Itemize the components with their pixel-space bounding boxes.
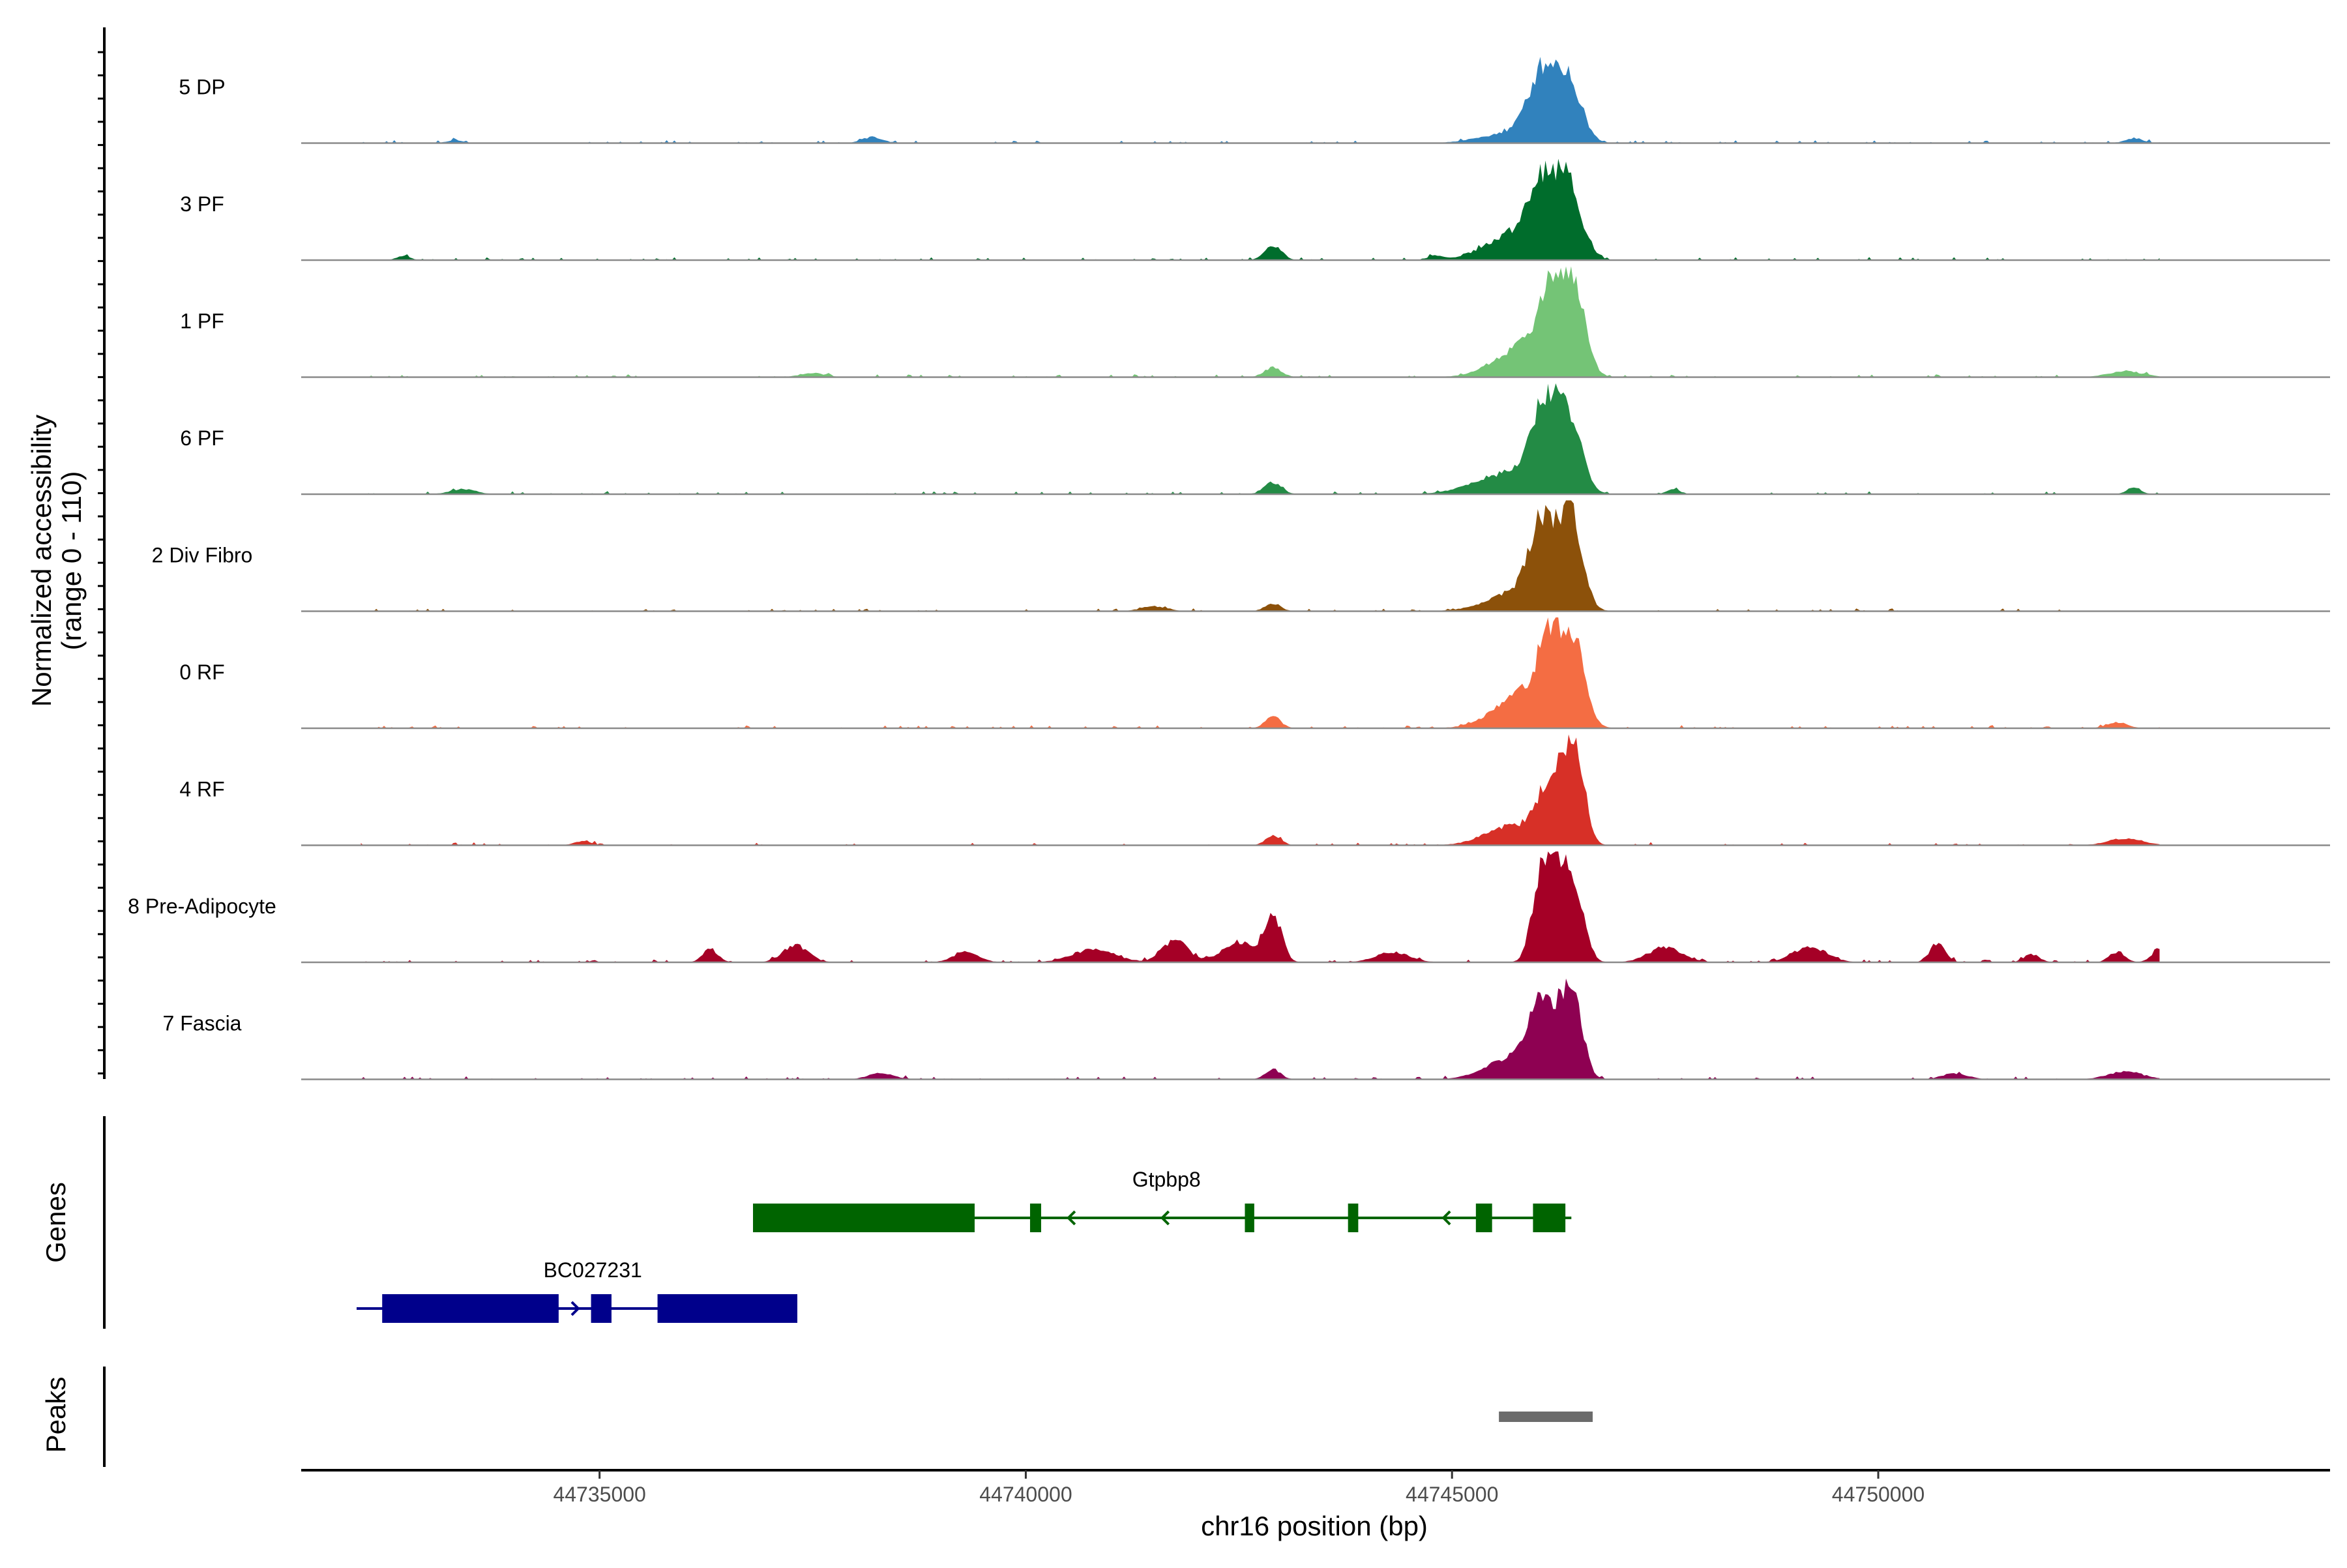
x-tick-label: 44740000 — [979, 1483, 1072, 1506]
track-label: 2 Div Fibro — [152, 544, 253, 567]
genes-axis-title: Genes — [40, 1182, 71, 1263]
gene-exon — [1533, 1204, 1566, 1232]
track-label: 7 Fascia — [163, 1012, 242, 1035]
gene-label: BC027231 — [544, 1258, 642, 1282]
gene-exon — [1245, 1204, 1254, 1232]
coverage-track: 5 DP — [179, 57, 2330, 144]
coverage-track: 6 PF — [180, 383, 2330, 496]
axes: Normalized accessibility (range 0 - 110)… — [26, 27, 2330, 1541]
peak-region-bar — [1499, 1412, 1593, 1422]
strand-arrow-icon — [1066, 1210, 1076, 1226]
gene-model: Gtpbp8 — [753, 1168, 1572, 1232]
track-label: 5 DP — [179, 76, 225, 99]
track-label: 0 RF — [179, 660, 224, 684]
y-axis-title-line2: (range 0 - 110) — [56, 471, 87, 651]
gene-track: Gtpbp8 BC027231 — [356, 1168, 1572, 1323]
coverage-area — [361, 734, 2160, 846]
gene-model: BC027231 — [356, 1258, 798, 1323]
x-tick-label: 44745000 — [1406, 1483, 1498, 1506]
coverage-track: 7 Fascia — [163, 978, 2330, 1080]
track-label: 1 PF — [180, 310, 224, 333]
coverage-tracks: 5 DP 3 PF 1 PF 6 PF 2 Div Fibro 0 RF 4 RF 8 Pre… — [128, 57, 2330, 1080]
peak-track — [1499, 1412, 1593, 1422]
coverage-area — [361, 617, 2160, 728]
track-label: 6 PF — [180, 426, 224, 450]
gene-exon — [753, 1204, 975, 1232]
gene-exon — [1348, 1204, 1359, 1232]
gene-exon — [382, 1294, 559, 1323]
y-axis-title-line1: Normalized accessibility — [26, 415, 57, 707]
coverage-track: 0 RF — [179, 617, 2330, 730]
gene-exon — [657, 1294, 798, 1323]
gene-exon — [1029, 1204, 1041, 1232]
coverage-area — [361, 500, 2160, 612]
x-tick-label: 44750000 — [1832, 1483, 1925, 1506]
peaks-axis-title: Peaks — [40, 1377, 71, 1453]
coverage-area — [361, 57, 2160, 143]
track-label: 3 PF — [180, 192, 224, 216]
x-axis-title: chr16 position (bp) — [1201, 1511, 1428, 1541]
coverage-track: 8 Pre-Adipocyte — [128, 851, 2330, 964]
coverage-track: 3 PF — [180, 158, 2330, 261]
coverage-area — [361, 978, 2160, 1080]
gene-label: Gtpbp8 — [1132, 1168, 1201, 1191]
track-label: 8 Pre-Adipocyte — [128, 895, 276, 918]
gene-exon — [591, 1294, 612, 1323]
strand-arrow-icon — [1160, 1210, 1170, 1226]
strand-arrow-icon — [570, 1301, 580, 1316]
track-label: 4 RF — [179, 778, 224, 801]
coverage-area — [361, 383, 2160, 494]
coverage-area — [361, 158, 2160, 260]
coverage-area — [361, 851, 2160, 962]
x-tick-label: 44735000 — [553, 1483, 645, 1506]
coverage-track: 4 RF — [179, 734, 2330, 846]
coverage-track: 1 PF — [180, 266, 2330, 378]
coverage-track: 2 Div Fibro — [152, 500, 2330, 612]
strand-arrow-icon — [1441, 1210, 1451, 1226]
coverage-area — [361, 266, 2160, 377]
gene-exon — [1475, 1204, 1492, 1232]
